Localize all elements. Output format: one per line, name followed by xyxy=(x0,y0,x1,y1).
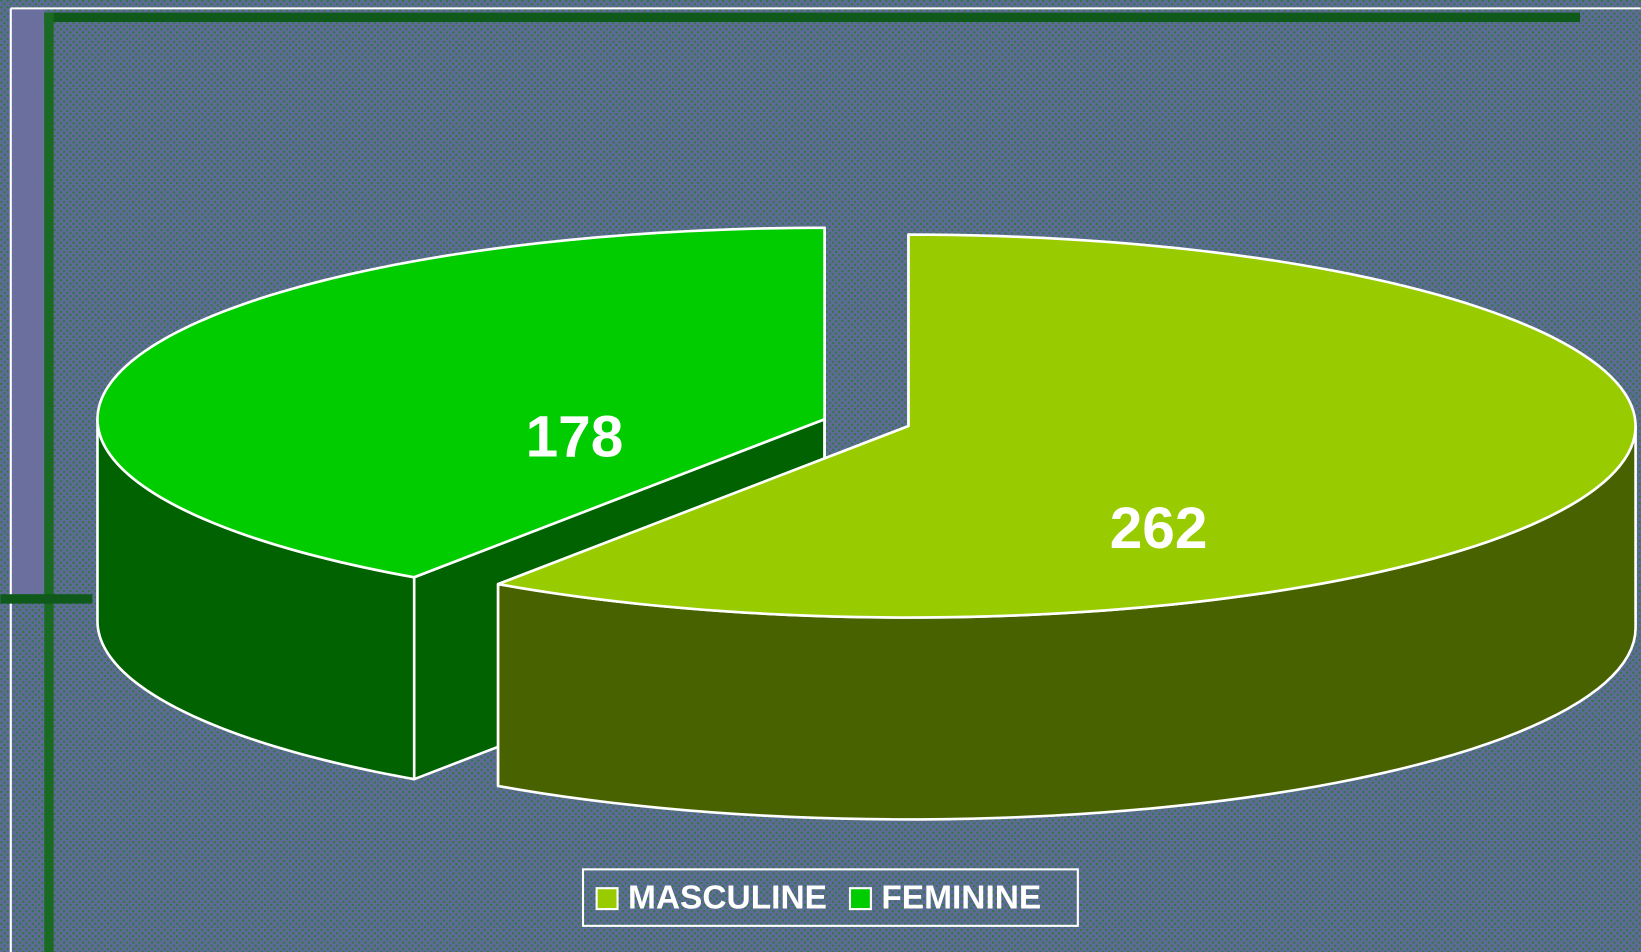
legend-box xyxy=(581,868,1079,927)
left-bar xyxy=(44,12,54,952)
side-strip xyxy=(10,8,45,595)
legend-swatch xyxy=(848,887,872,911)
top-bar xyxy=(44,12,1581,22)
legend-label: MASCULINE xyxy=(628,880,827,917)
legend: MASCULINE FEMININE xyxy=(581,868,1079,927)
slice-top xyxy=(96,226,826,579)
data-label: 262 xyxy=(1110,496,1208,561)
legend-label: FEMININE xyxy=(881,880,1041,917)
cross-bar xyxy=(0,594,93,604)
legend-swatch xyxy=(595,887,619,911)
data-label: 178 xyxy=(526,404,624,469)
slice-top xyxy=(496,233,1637,619)
pie: 178 262 xyxy=(96,226,1637,821)
